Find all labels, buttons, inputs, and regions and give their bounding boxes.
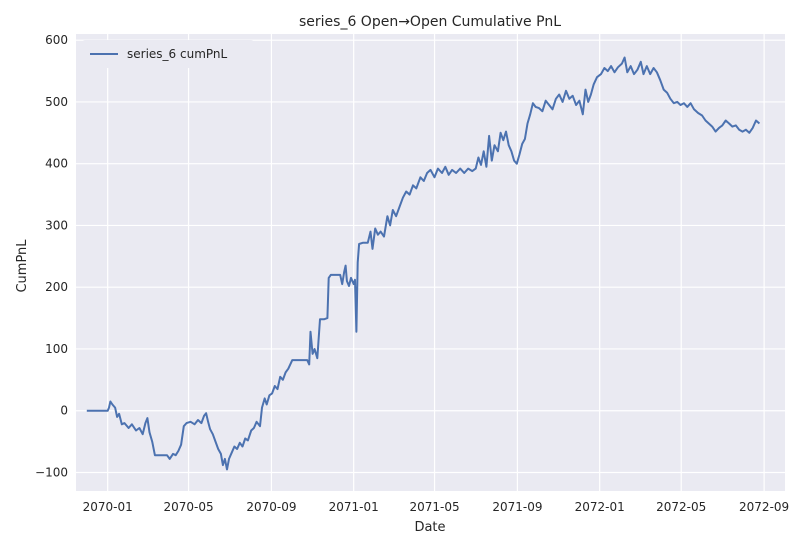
legend-label: series_6 cumPnL: [127, 47, 228, 61]
y-tick-label-5: 400: [45, 157, 68, 171]
legend-box: [82, 40, 254, 68]
x-axis-ticks: 2070-01 2070-05 2070-09 2071-01 2071-05 2071-…: [83, 500, 790, 514]
grid: [76, 34, 785, 491]
x-tick-label-0: 2070-01: [83, 500, 133, 514]
x-tick-label-4: 2071-05: [409, 500, 459, 514]
chart-title: series_6 Open→Open Cumulative PnL: [299, 14, 561, 30]
x-tick-label-1: 2070-05: [163, 500, 213, 514]
x-axis-label: Date: [414, 520, 445, 535]
y-axis-ticks: −100 0 100 200 300 400 500 600: [35, 33, 68, 479]
y-tick-label-2: 100: [45, 342, 68, 356]
series-line-0: [86, 56, 761, 471]
x-tick-label-6: 2072-01: [575, 500, 625, 514]
y-tick-label-6: 500: [45, 95, 68, 109]
y-tick-label-0: −100: [35, 465, 68, 479]
x-tick-label-5: 2071-09: [492, 500, 542, 514]
legend: series_6 cumPnL: [82, 40, 254, 68]
series-layer: [86, 56, 761, 471]
y-tick-label-1: 0: [60, 404, 68, 418]
plot-area: [76, 34, 785, 491]
y-tick-label-3: 200: [45, 280, 68, 294]
x-tick-label-2: 2070-09: [246, 500, 296, 514]
x-tick-label-3: 2071-01: [329, 500, 379, 514]
y-axis-label: CumPnL: [15, 239, 30, 293]
x-tick-label-8: 2072-09: [739, 500, 789, 514]
y-tick-label-7: 600: [45, 33, 68, 47]
y-tick-label-4: 300: [45, 218, 68, 232]
x-tick-label-7: 2072-05: [656, 500, 706, 514]
